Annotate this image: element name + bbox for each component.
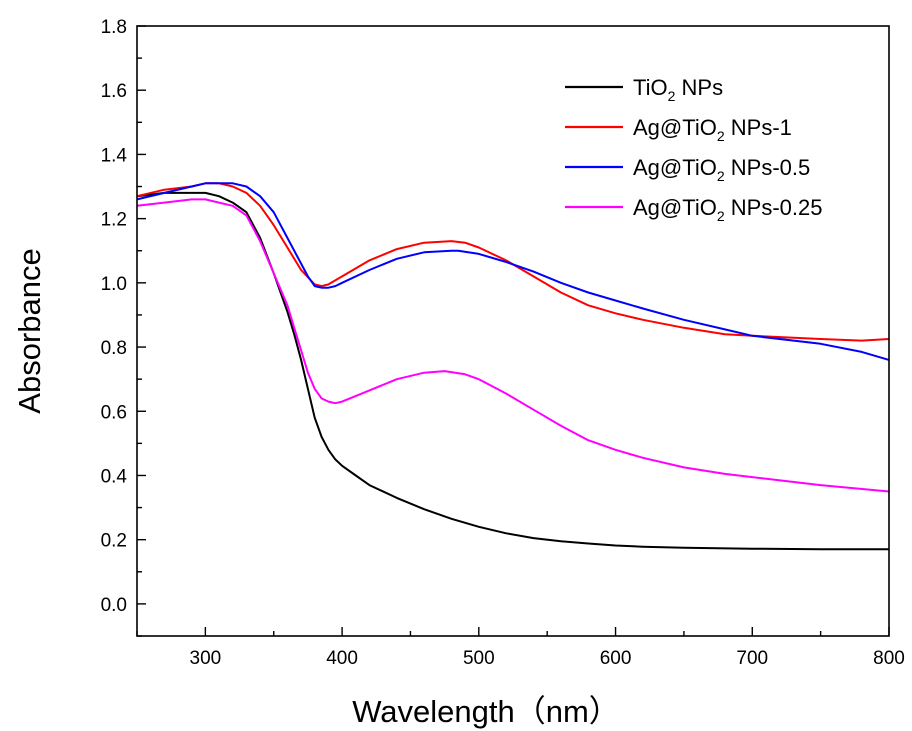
x-axis-ticks: 300 400 500 600 700 800 (136, 627, 905, 669)
x-tick-label: 600 (600, 648, 632, 669)
y-tick-label: 1.2 (101, 210, 127, 231)
y-tick-label: 0.8 (101, 338, 127, 359)
y-tick-label: 0.4 (101, 466, 128, 487)
y-axis-title: Absorbance (12, 248, 47, 413)
legend-label-3: Ag@TiO2 NPs-0.25 (633, 195, 823, 224)
plot-lines (136, 182, 890, 551)
y-tick-label: 1.6 (101, 81, 127, 102)
x-tick-label: 700 (736, 648, 768, 669)
x-tick-label: 300 (190, 648, 222, 669)
legend: TiO2 NPs Ag@TiO2 NPs-1 Ag@TiO2 NPs-0.5 Ag@T… (565, 75, 823, 224)
plot-frame (136, 25, 890, 637)
series-line-3 (136, 198, 890, 493)
x-tick-label: 400 (326, 648, 358, 669)
series-line-0 (136, 191, 889, 551)
y-tick-label: 1.4 (101, 145, 128, 166)
legend-label-0: TiO2 NPs (633, 75, 723, 104)
legend-label-1: Ag@TiO2 NPs-1 (633, 115, 792, 144)
y-tick-label: 1.0 (101, 274, 127, 295)
series-line-2 (136, 182, 890, 361)
legend-label-2: Ag@TiO2 NPs-0.5 (633, 155, 810, 184)
y-tick-label: 0.6 (101, 402, 127, 423)
series-line-1 (136, 182, 890, 342)
x-tick-label: 500 (463, 648, 495, 669)
y-axis-ticks: 0.0 0.2 0.4 0.6 0.8 1.0 1.2 1.4 1.6 1.8 (101, 17, 146, 637)
y-tick-label: 0.0 (101, 595, 127, 616)
y-tick-label: 1.8 (101, 17, 127, 38)
y-tick-label: 0.2 (101, 531, 127, 552)
x-tick-label: 800 (873, 648, 905, 669)
x-axis-title: Wavelength（nm） (352, 694, 620, 729)
